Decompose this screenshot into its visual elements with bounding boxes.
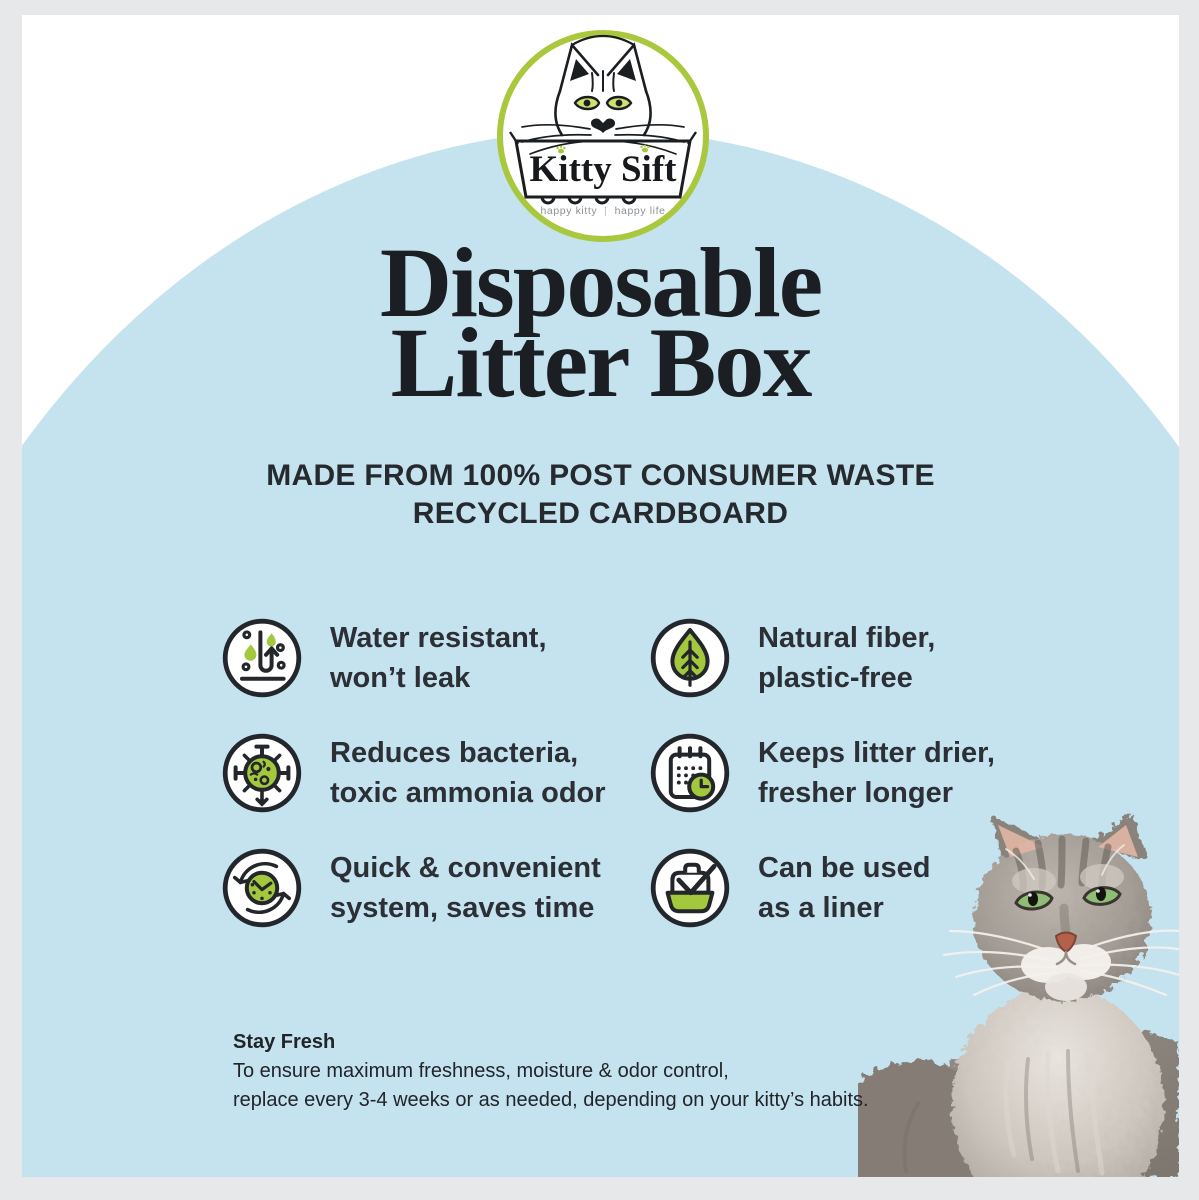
subtitle-line-2: RECYCLED CARDBOARD: [412, 497, 789, 530]
logo-cat-nose: [591, 118, 615, 133]
title-line-1: Disposable: [379, 227, 823, 338]
title-line-2: Litter Box: [390, 307, 813, 418]
feature-water-resistant: Water resistant, won’t leak: [222, 618, 547, 698]
feature-quick-convenient: Quick & convenient system, saves time: [222, 848, 601, 928]
feature-text: Quick & convenient system, saves time: [330, 852, 601, 924]
clock-cycle-icon: [222, 848, 302, 928]
kitty-sift-logo: Kitty Sift happy kitty | happy life: [497, 30, 709, 242]
feature-text: Natural fiber, plastic-free: [758, 622, 936, 694]
cat-eyes: [1014, 886, 1122, 911]
page-subtitle: MADE FROM 100% POST CONSUMER WASTE RECYC…: [22, 457, 1179, 533]
water-resistant-icon: [222, 618, 302, 698]
cat-photo: [858, 813, 1179, 1177]
logo-ring: [497, 30, 709, 242]
liner-box-icon: [650, 848, 730, 928]
logo-brand-text: Kitty Sift: [530, 149, 678, 190]
stay-fresh-line-1: To ensure maximum freshness, moisture & …: [233, 1060, 729, 1082]
feature-text: Keeps litter drier, fresher longer: [758, 737, 995, 809]
feature-reduces-bacteria: Reduces bacteria, toxic ammonia odor: [222, 733, 606, 813]
calendar-clock-icon: [650, 733, 730, 813]
feature-text: Can be used as a liner: [758, 852, 931, 924]
bacteria-icon: [222, 733, 302, 813]
stay-fresh-line-2: replace every 3-4 weeks or as needed, de…: [233, 1089, 869, 1111]
logo-tagline: happy kitty | happy life: [540, 205, 665, 217]
feature-text: Reduces bacteria, toxic ammonia odor: [330, 737, 606, 809]
stay-fresh-heading: Stay Fresh: [233, 1031, 336, 1053]
logo-paw-tittles: [556, 144, 650, 154]
logo-litter-box: [509, 131, 697, 205]
leaf-icon: [650, 618, 730, 698]
logo-cat-drawing: [554, 35, 652, 137]
feature-liner: Can be used as a liner: [650, 848, 930, 928]
cat-whiskers: [942, 844, 1179, 997]
label-panel: Kitty Sift happy kitty | happy life Dispos…: [22, 15, 1179, 1177]
feature-text: Water resistant, won’t leak: [330, 622, 547, 694]
logo-cat-eyes: [573, 95, 633, 111]
logo-cat-whiskers: [521, 124, 685, 155]
page-title: Disposable Litter Box: [22, 227, 1179, 418]
subtitle-line-1: MADE FROM 100% POST CONSUMER WASTE: [266, 459, 935, 492]
stay-fresh-note: Stay Fresh To ensure maximum freshness, …: [233, 1028, 869, 1115]
feature-keeps-litter-drier: Keeps litter drier, fresher longer: [650, 733, 995, 813]
feature-natural-fiber: Natural fiber, plastic-free: [650, 618, 935, 698]
blue-dome-background: [22, 130, 1179, 1177]
